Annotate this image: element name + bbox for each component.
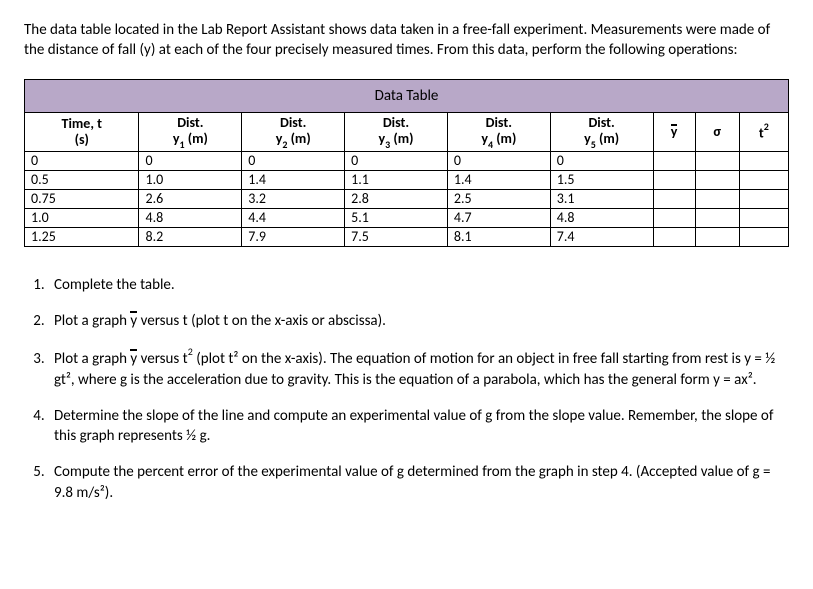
q2-post: versus t (plot t on the x-axis or abscis… <box>137 312 386 330</box>
cell-sigma <box>695 208 739 227</box>
cell-sigma <box>695 189 739 208</box>
cell-y5: 0 <box>550 151 653 170</box>
cell-y2: 1.4 <box>242 170 345 189</box>
cell-sigma <box>695 151 739 170</box>
cell-y1: 8.2 <box>139 227 242 246</box>
y4-sym: y <box>481 130 488 147</box>
col-y4: Dist. y4 (m) <box>447 112 550 151</box>
cell-t2 <box>739 208 788 227</box>
col-sigma: σ <box>695 112 739 151</box>
cell-y5: 3.1 <box>550 189 653 208</box>
q3-pre: Plot a graph <box>54 350 130 368</box>
col-time-unit: (s) <box>75 131 89 148</box>
col-y1: Dist. y1 (m) <box>139 112 242 151</box>
y1-sub: 1 <box>180 138 185 151</box>
table-row: 1.04.84.45.14.74.8 <box>25 208 789 227</box>
cell-y3: 5.1 <box>345 208 448 227</box>
cell-t2 <box>739 170 788 189</box>
y5-sub: 5 <box>591 138 596 151</box>
cell-ybar <box>653 227 695 246</box>
cell-t: 0.5 <box>25 170 139 189</box>
cell-y1: 4.8 <box>139 208 242 227</box>
y5-sym: y <box>584 130 591 147</box>
y4-unit: (m) <box>493 130 516 147</box>
cell-sigma <box>695 170 739 189</box>
cell-y2: 7.9 <box>242 227 345 246</box>
table-title: Data Table <box>25 79 789 112</box>
q2-pre: Plot a graph <box>54 312 130 330</box>
cell-t: 0 <box>25 151 139 170</box>
cell-y1: 2.6 <box>139 189 242 208</box>
y2-unit: (m) <box>287 130 310 147</box>
question-4: Determine the slope of the line and comp… <box>48 406 789 447</box>
cell-t: 1.0 <box>25 208 139 227</box>
cell-y4: 1.4 <box>447 170 550 189</box>
cell-y3: 7.5 <box>345 227 448 246</box>
col-y3: Dist. y3 (m) <box>345 112 448 151</box>
cell-y3: 2.8 <box>345 189 448 208</box>
cell-t2 <box>739 151 788 170</box>
y2-sub: 2 <box>282 138 287 151</box>
cell-y3: 1.1 <box>345 170 448 189</box>
cell-y1: 1.0 <box>139 170 242 189</box>
cell-t: 1.25 <box>25 227 139 246</box>
question-3: Plot a graph y versus t2 (plot t² on the… <box>48 347 789 390</box>
cell-ybar <box>653 170 695 189</box>
y1-unit: (m) <box>185 130 208 147</box>
cell-y5: 1.5 <box>550 170 653 189</box>
q3-mid: versus t <box>137 350 188 368</box>
cell-y4: 8.1 <box>447 227 550 246</box>
q3-sup: 2 <box>188 345 193 358</box>
y3-unit: (m) <box>390 130 413 147</box>
q2-ybar: y <box>130 311 137 331</box>
cell-y1: 0 <box>139 151 242 170</box>
cell-y4: 0 <box>447 151 550 170</box>
intro-paragraph: The data table located in the Lab Report… <box>24 20 789 61</box>
t2-sup: 2 <box>764 120 769 133</box>
cell-t2 <box>739 189 788 208</box>
y1-sym: y <box>173 130 180 147</box>
col-y2: Dist. y2 (m) <box>242 112 345 151</box>
table-row: 1.258.27.97.58.17.4 <box>25 227 789 246</box>
col-y5: Dist. y5 (m) <box>550 112 653 151</box>
questions-list: Complete the table. Plot a graph y versu… <box>24 275 789 503</box>
cell-y5: 4.8 <box>550 208 653 227</box>
cell-y2: 0 <box>242 151 345 170</box>
cell-y4: 4.7 <box>447 208 550 227</box>
cell-t: 0.75 <box>25 189 139 208</box>
cell-t2 <box>739 227 788 246</box>
data-table: Data Table Time, t (s) Dist. y1 (m) Dist… <box>24 79 789 247</box>
col-t2: t2 <box>739 112 788 151</box>
question-2: Plot a graph y versus t (plot t on the x… <box>48 311 789 331</box>
cell-y3: 0 <box>345 151 448 170</box>
col-time: Time, t (s) <box>25 112 139 151</box>
y4-sub: 4 <box>488 138 493 151</box>
q3-ybar: y <box>130 349 137 369</box>
table-row: 0.51.01.41.11.41.5 <box>25 170 789 189</box>
col-ybar: y <box>653 112 695 151</box>
y5-unit: (m) <box>596 130 619 147</box>
cell-ybar <box>653 151 695 170</box>
question-1: Complete the table. <box>48 275 789 295</box>
y3-sub: 3 <box>385 138 390 151</box>
table-row: 000000 <box>25 151 789 170</box>
question-5: Compute the percent error of the experim… <box>48 462 789 503</box>
cell-ybar <box>653 208 695 227</box>
cell-y2: 4.4 <box>242 208 345 227</box>
cell-sigma <box>695 227 739 246</box>
table-row: 0.752.63.22.82.53.1 <box>25 189 789 208</box>
cell-y2: 3.2 <box>242 189 345 208</box>
cell-y4: 2.5 <box>447 189 550 208</box>
ybar-sym: y <box>671 124 678 139</box>
cell-ybar <box>653 189 695 208</box>
cell-y5: 7.4 <box>550 227 653 246</box>
